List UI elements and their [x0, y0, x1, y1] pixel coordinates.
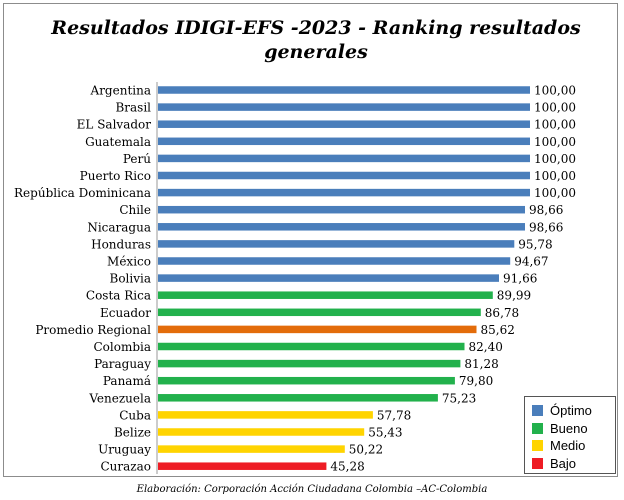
- chart-frame: Resultados IDIGI-EFS -2023 - Ranking res…: [3, 3, 618, 477]
- bar: [158, 291, 493, 299]
- category-label: Brasil: [115, 101, 151, 115]
- legend-label: Óptimo: [550, 403, 592, 419]
- category-label: Nicaragua: [87, 220, 151, 234]
- bar: [158, 308, 481, 317]
- bar: [158, 462, 327, 470]
- data-label: 50,22: [349, 443, 383, 457]
- legend-item: Bajo: [532, 455, 615, 473]
- data-label: 98,66: [529, 203, 563, 217]
- bar: [158, 223, 525, 231]
- category-label: Honduras: [91, 237, 151, 251]
- data-label: 100,00: [534, 84, 576, 98]
- category-label: Perú: [123, 152, 151, 166]
- bar: [158, 171, 530, 180]
- bar: [158, 154, 530, 163]
- data-label: 55,43: [368, 426, 402, 440]
- category-label: Costa Rica: [86, 289, 151, 303]
- bars-layer: Argentina 100,00 Brasil 100,00 EL Salvador 10…: [14, 84, 576, 474]
- bar: [158, 359, 461, 368]
- data-label: 100,00: [534, 152, 576, 166]
- data-label: 86,78: [485, 306, 519, 320]
- bar: [158, 240, 515, 248]
- bar: [158, 137, 530, 146]
- data-label: 91,66: [503, 272, 537, 286]
- data-label: 85,62: [481, 323, 515, 337]
- bar: [158, 120, 530, 128]
- bar: [158, 394, 438, 402]
- category-label: Venezuela: [88, 391, 151, 405]
- category-label: Argentina: [90, 84, 151, 98]
- legend-swatch: [532, 457, 543, 469]
- legend: Óptimo Bueno Medio Bajo: [524, 396, 616, 474]
- legend-item: Medio: [532, 437, 615, 455]
- bar: [158, 274, 499, 282]
- bar: [158, 428, 365, 436]
- chart-title-line-2: generales: [264, 41, 368, 63]
- bar: [158, 325, 477, 334]
- bar: [158, 445, 345, 453]
- data-label: 95,78: [518, 237, 552, 251]
- legend-swatch: [532, 422, 543, 434]
- bar: [158, 188, 530, 197]
- source-footer: Elaboración: Corporación Acción Ciudadan…: [136, 484, 488, 495]
- legend-label: Bueno: [550, 420, 588, 436]
- category-label: Panamá: [103, 374, 151, 388]
- legend-label: Bajo: [550, 455, 577, 471]
- data-label: 82,40: [469, 340, 503, 354]
- data-label: 75,23: [442, 391, 476, 405]
- bar: [158, 342, 465, 351]
- bar: [158, 411, 373, 419]
- category-label: Cuba: [119, 408, 151, 422]
- data-label: 94,67: [514, 255, 548, 269]
- bar: [158, 86, 530, 94]
- category-label: Uruguay: [98, 443, 151, 457]
- category-label: Bolivia: [110, 272, 152, 286]
- category-label: Puerto Rico: [80, 169, 151, 183]
- data-label: 89,99: [497, 289, 531, 303]
- chart-title: Resultados IDIGI-EFS -2023 - Ranking res…: [24, 16, 608, 64]
- category-label: México: [107, 255, 151, 269]
- category-label: Curazao: [100, 460, 151, 474]
- data-label: 100,00: [534, 169, 576, 183]
- data-label: 98,66: [529, 220, 563, 234]
- bar: [158, 257, 511, 265]
- category-label: Chile: [119, 203, 151, 217]
- legend-item: Óptimo: [532, 402, 615, 420]
- bar: [158, 205, 525, 214]
- legend-item: Bueno: [532, 420, 615, 438]
- data-label: 79,80: [459, 374, 493, 388]
- data-label: 57,78: [377, 408, 411, 422]
- category-label: Ecuador: [100, 306, 151, 320]
- bar: [158, 376, 455, 385]
- category-label: Belize: [114, 426, 151, 440]
- bar-chart: Argentina 100,00 Brasil 100,00 EL Salvador 10…: [14, 82, 576, 474]
- data-label: 100,00: [534, 101, 576, 115]
- data-label: 100,00: [534, 118, 576, 132]
- data-label: 100,00: [534, 186, 576, 200]
- data-label: 45,28: [330, 460, 364, 474]
- data-label: 81,28: [464, 357, 498, 371]
- legend-swatch: [532, 405, 543, 417]
- category-label: EL Salvador: [77, 118, 152, 132]
- category-label: Colombia: [93, 340, 151, 354]
- category-label: Promedio Regional: [35, 323, 151, 337]
- chart-title-line-1: Resultados IDIGI-EFS -2023 - Ranking res…: [51, 17, 581, 39]
- legend-label: Medio: [550, 438, 586, 454]
- category-label: Paraguay: [94, 357, 151, 371]
- legend-swatch: [532, 440, 543, 452]
- category-label: Guatemala: [85, 135, 151, 149]
- bar: [158, 103, 530, 111]
- data-label: 100,00: [534, 135, 576, 149]
- category-label: República Dominicana: [14, 186, 151, 200]
